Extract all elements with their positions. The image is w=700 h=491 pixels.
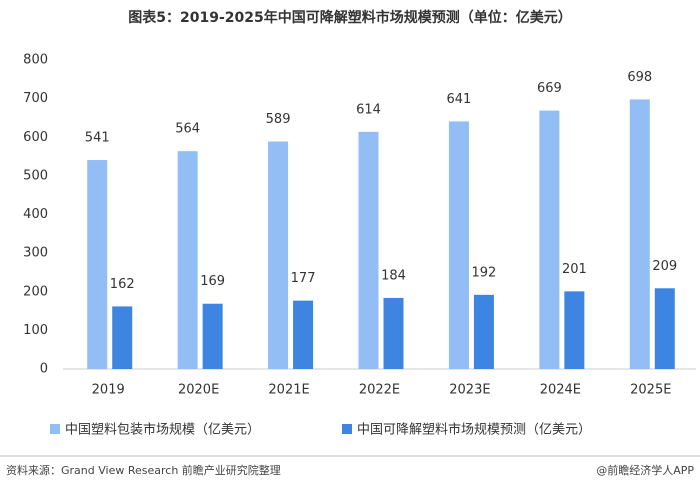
- bar: [202, 303, 223, 369]
- y-tick-label: 100: [23, 323, 48, 338]
- bar: [112, 306, 133, 369]
- bar: [358, 131, 379, 369]
- data-label: 184: [381, 268, 406, 283]
- credit: @前瞻经济学人APP: [596, 463, 694, 477]
- x-tick-label: 2022E: [359, 383, 400, 398]
- bar: [177, 151, 198, 369]
- x-tick-label: 2024E: [540, 383, 581, 398]
- data-label: 641: [447, 92, 472, 107]
- x-tick-label: 2020E: [178, 383, 219, 398]
- bar: [87, 160, 108, 369]
- bar: [448, 121, 469, 369]
- source: 资料来源：Grand View Research 前瞻产业研究院整理: [6, 463, 281, 477]
- x-tick-label: 2023E: [449, 383, 490, 398]
- legend-swatch: [342, 424, 352, 434]
- y-tick-label: 0: [40, 362, 48, 377]
- x-tick-label: 2025E: [630, 383, 671, 398]
- data-label: 614: [356, 102, 381, 117]
- bar: [564, 291, 585, 369]
- legend-label: 中国可降解塑料市场规模预测（亿美元）: [357, 422, 591, 438]
- y-tick-label: 200: [23, 284, 48, 299]
- y-tick-label: 600: [23, 130, 48, 145]
- x-tick-label: 2021E: [268, 383, 309, 398]
- bar: [293, 300, 314, 369]
- data-label: 192: [472, 265, 497, 280]
- data-label: 669: [537, 81, 562, 96]
- data-label: 201: [562, 262, 587, 277]
- y-tick-label: 300: [23, 246, 48, 261]
- legend-label: 中国塑料包装市场规模（亿美元）: [65, 422, 260, 438]
- data-label: 589: [266, 112, 291, 127]
- bar: [473, 294, 494, 369]
- y-tick-label: 400: [23, 207, 48, 222]
- bar: [629, 99, 650, 370]
- data-label: 541: [85, 131, 110, 146]
- y-tick-label: 500: [23, 168, 48, 183]
- bar: [654, 288, 675, 369]
- data-label: 162: [110, 277, 135, 292]
- bar: [539, 110, 560, 369]
- legend-swatch: [50, 424, 60, 434]
- bar: [383, 297, 404, 369]
- x-tick-label: 2019: [92, 383, 125, 398]
- data-label: 698: [627, 70, 652, 85]
- data-label: 177: [291, 271, 316, 286]
- y-tick-label: 700: [23, 91, 48, 106]
- data-label: 209: [652, 259, 677, 274]
- data-label: 564: [175, 122, 200, 137]
- data-label: 169: [200, 274, 225, 289]
- bar: [268, 141, 289, 369]
- chart-title: 图表5：2019-2025年中国可降解塑料市场规模预测（单位：亿美元）: [128, 9, 571, 26]
- y-tick-label: 800: [23, 53, 48, 68]
